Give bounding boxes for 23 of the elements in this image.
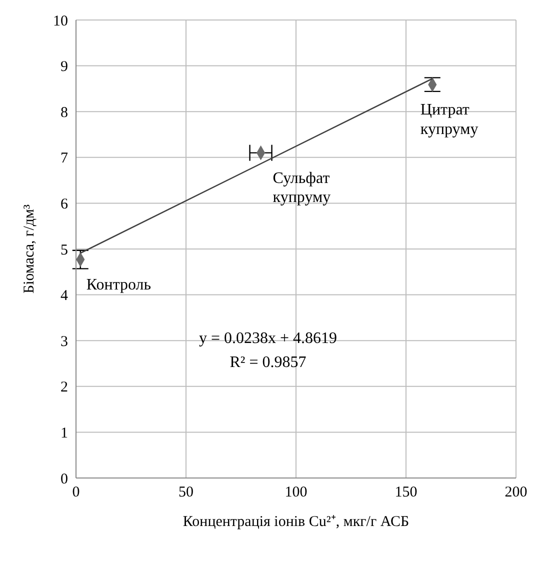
y-tick-label: 10 bbox=[53, 13, 68, 30]
y-tick-label: 0 bbox=[60, 471, 68, 488]
y-tick-label: 7 bbox=[60, 150, 68, 167]
annotation: Контроль bbox=[86, 276, 152, 294]
y-tick-label: 4 bbox=[60, 288, 68, 304]
y-tick-label: 3 bbox=[60, 334, 68, 350]
x-tick-label: 100 bbox=[284, 484, 308, 501]
x-tick-label: 200 bbox=[504, 484, 528, 501]
x-tick-label: 50 bbox=[178, 484, 194, 501]
y-tick-label: 2 bbox=[60, 380, 68, 396]
x-axis-title: Концентрація іонів Cu²⁺, мкг/г АСБ bbox=[182, 514, 410, 530]
y-axis-title: Біомаса, г/дм³ bbox=[21, 204, 38, 294]
annotation: Цитрат купруму bbox=[420, 102, 478, 138]
y-tick-label: 5 bbox=[60, 242, 68, 258]
annotation: R² = 0.9857 bbox=[228, 354, 308, 372]
y-tick-label: 1 bbox=[60, 426, 68, 442]
y-tick-label: 6 bbox=[60, 196, 68, 213]
annotation: y = 0.0238x + 4.8619 bbox=[198, 330, 338, 348]
x-tick-label: 150 bbox=[394, 484, 418, 501]
annotation: Сульфат купруму bbox=[272, 170, 331, 206]
y-tick-label: 8 bbox=[60, 104, 68, 121]
x-tick-label: 0 bbox=[72, 484, 80, 501]
y-tick-label: 9 bbox=[60, 59, 68, 76]
